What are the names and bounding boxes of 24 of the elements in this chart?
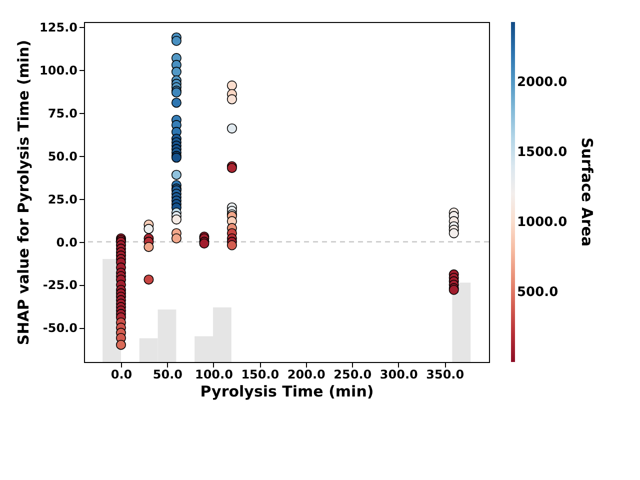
x-tick-label: 0.0 [110, 368, 132, 382]
bar [452, 282, 471, 362]
y-tick-label: 100.0 [40, 64, 78, 78]
color-bar-label: 2000.0 [517, 75, 568, 90]
color-bar-label: 500.0 [517, 285, 558, 300]
color-bar-label: 1000.0 [517, 215, 568, 230]
y-tick-label: -25.0 [42, 278, 78, 292]
x-tick-label: 150.0 [241, 368, 280, 382]
color-bar-title: Surface Area [578, 137, 596, 247]
x-tick-label: 300.0 [380, 368, 418, 382]
y-tick-label: 50.0 [48, 149, 78, 164]
y-tick-label: 75.0 [48, 106, 78, 121]
x-tick-label: 250.0 [334, 368, 372, 382]
y-tick-label: 125.0 [40, 20, 78, 35]
y-tick-label: 25.0 [48, 192, 78, 206]
y-tick-label: 0.0 [56, 235, 78, 250]
y-axis-title: SHAP value for Pyrolysis Time (min) [14, 40, 33, 346]
x-axis-title: Pyrolysis Time (min) [200, 382, 374, 400]
x-tick-label: 350.0 [426, 368, 464, 382]
x-tick-label: 100.0 [194, 368, 233, 382]
x-tick-label: 200.0 [287, 368, 326, 382]
y-tick-label: -50.0 [42, 321, 78, 336]
x-tick-label: 50.0 [152, 368, 183, 382]
color-bar-label: 1500.0 [517, 145, 568, 160]
